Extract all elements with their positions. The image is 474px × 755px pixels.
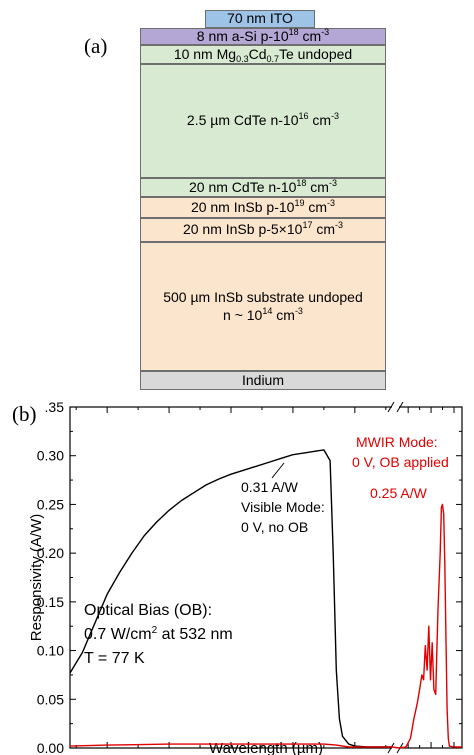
visible-mode-line [69, 449, 392, 748]
optical-bias-power-part: 0.7 W/cm [84, 626, 152, 643]
temperature-label: T = 77 K [84, 650, 145, 667]
layer-6: 20 nm InSb p-5×1017 cm-3 [140, 218, 386, 242]
layer-4: 20 nm CdTe n-1018 cm-3 [140, 178, 386, 197]
y-tick-label: 0.10 [37, 643, 64, 659]
superscript: -3 [328, 177, 337, 188]
panel-a-label: (a) [84, 34, 108, 58]
layer-1: 8 nm a-Si p-1018 cm-3 [140, 26, 386, 45]
layer-text: cm [304, 198, 328, 215]
layer-text: 500 µm InSb substrate undoped [163, 289, 363, 305]
y-tick-label: 0.00 [37, 740, 64, 755]
mwir-mode-condition: 0 V, OB applied [352, 454, 449, 470]
superscript: 14 [262, 305, 273, 316]
mwir-mode-line [69, 503, 462, 749]
optical-bias-title: Optical Bias (OB): [84, 602, 212, 619]
layer-text: 10 nm Mg [173, 45, 237, 62]
axis-break-mark [387, 401, 395, 413]
layer-text: 2.5 µm CdTe n-10 [186, 112, 299, 129]
optical-bias-power-part: 2 [152, 625, 158, 636]
y-axis-label: Responsivity (A/W) [28, 514, 45, 642]
layer-7: 500 µm InSb substrate undoped n ~ 1014 cm… [140, 242, 386, 371]
x-tick-label: 4 [427, 753, 435, 755]
layer-5: 20 nm InSb p-1019 cm-3 [140, 197, 386, 218]
x-tick-label: 0.4 [97, 753, 117, 755]
superscript: 19 [294, 197, 305, 208]
superscript: 18 [288, 26, 299, 37]
y-tick-label: 0.15 [37, 594, 64, 610]
optical-bias-power-part: at 532 nm [157, 626, 233, 643]
layer-text: 20 nm InSb p-10 [190, 198, 295, 215]
subscript: 0.3 [236, 53, 249, 64]
layer-2: 10 nm Mg0.3Cd0.7Te undoped [140, 45, 386, 64]
visible-mode-condition: 0 V, no OB [241, 519, 308, 535]
optical-bias-power: 0.7 W/cm2 at 532 nm [84, 625, 233, 643]
layer-text: Cd [248, 45, 267, 62]
layer-text: n ~ 10 [223, 306, 263, 323]
layer-0: 70 nm ITO [205, 10, 315, 28]
layer-text: cm [306, 178, 329, 195]
layer-text: cm [312, 221, 336, 238]
x-tick-label: 0.7 [283, 753, 303, 755]
layer-text: 8 nm a-Si p-10 [196, 27, 289, 44]
superscript: -3 [294, 305, 303, 316]
layer-text: 20 nm CdTe n-10 [189, 178, 297, 195]
mwir-mode-label: MWIR Mode: [356, 434, 438, 450]
x-tick-label: 6 [450, 753, 458, 755]
superscript: 17 [302, 220, 313, 231]
y-tick-label: 0.25 [37, 496, 64, 512]
panel-b-label: (b) [12, 402, 37, 426]
x-tick-label: 0.8 [345, 753, 365, 755]
axis-break-gap [392, 402, 399, 412]
layer-text: cm [272, 306, 295, 323]
visible-mode-label: Visible Mode: [241, 499, 325, 515]
layer-text-line2: n ~ 1014 cm-3 [163, 305, 363, 325]
y-tick-label: 0.30 [37, 448, 64, 464]
layer-text: cm [308, 112, 332, 129]
y-tick-label: 0.05 [37, 691, 64, 707]
x-axis-label: Wavelength (µm) [209, 740, 323, 755]
axis-break-mark [396, 401, 404, 413]
x-tick-label: 0.6 [221, 753, 241, 755]
peak-visible-label: 0.31 A/W [241, 479, 299, 495]
peak-mwir-label: 0.25 A/W [370, 485, 428, 501]
superscript: -3 [327, 197, 336, 208]
superscript: 18 [296, 177, 307, 188]
peak-visible-arrow [271, 462, 285, 479]
superscript: -3 [335, 220, 344, 231]
x-tick-label: 2 [404, 753, 412, 755]
layer-8: Indium [140, 371, 386, 390]
layer-text: 20 nm InSb p-5×10 [182, 221, 303, 238]
y-tick-label: .35 [45, 399, 65, 415]
superscript: -3 [321, 26, 330, 37]
y-tick-label: 0.20 [37, 545, 64, 561]
layer-text: Te undoped [279, 45, 353, 62]
x-tick-label: 0.5 [159, 753, 179, 755]
layer-text: cm [298, 27, 322, 44]
subscript: 0.7 [266, 53, 279, 64]
superscript: 16 [298, 111, 309, 122]
axis-break-mark [387, 742, 395, 754]
layer-text: Indium [241, 371, 285, 388]
layer-text: 70 nm ITO [227, 10, 293, 27]
layer-3: 2.5 µm CdTe n-1016 cm-3 [140, 64, 386, 178]
superscript: -3 [331, 111, 340, 122]
